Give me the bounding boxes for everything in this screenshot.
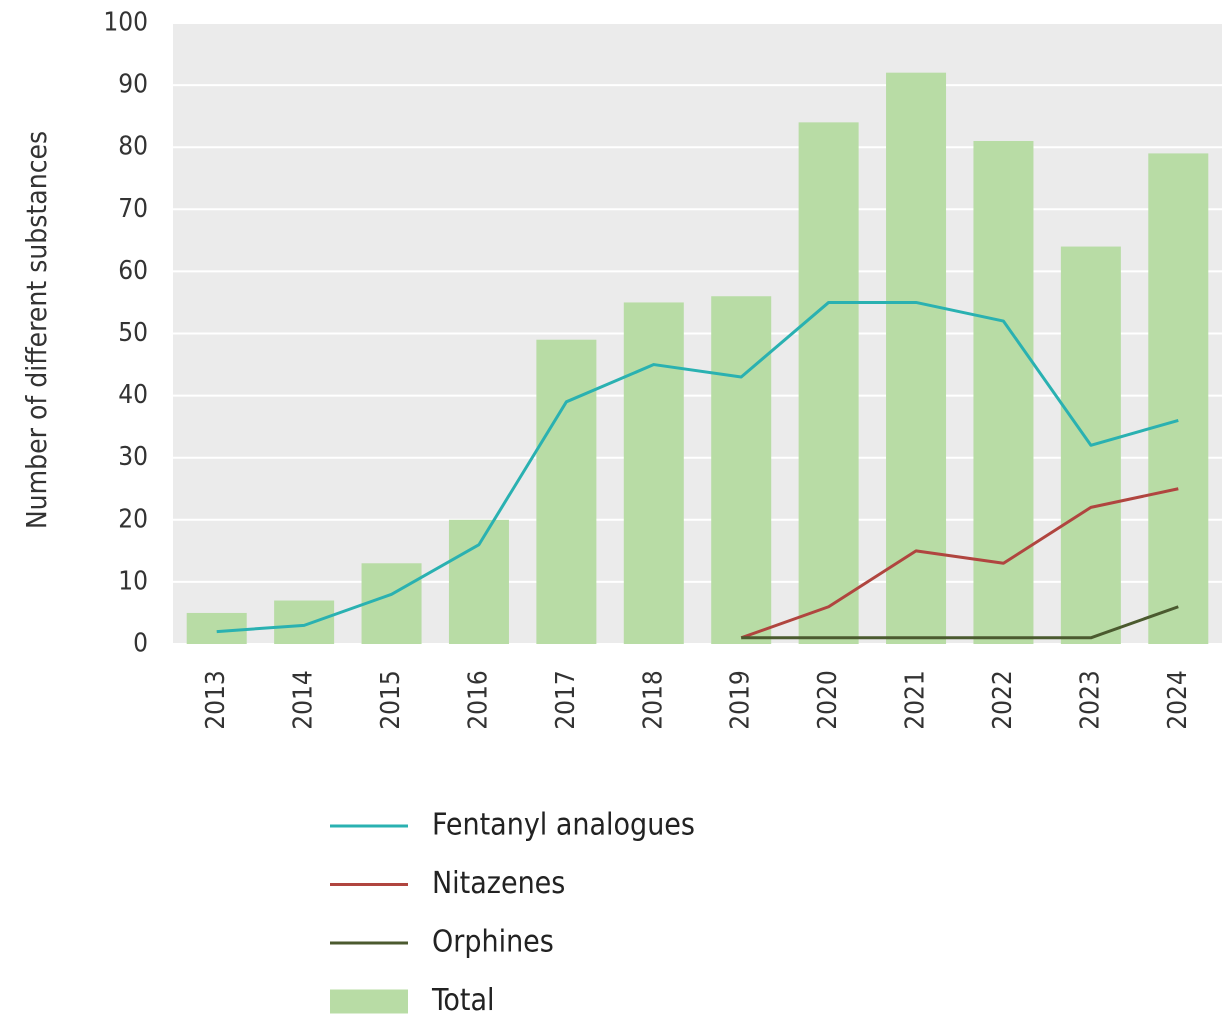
x-tick-label: 2015 [376,670,406,730]
x-tick-label: 2019 [726,670,756,730]
legend-label: Orphines [432,925,554,960]
x-tick-label: 2024 [1163,670,1193,730]
y-tick-label: 90 [118,70,148,100]
bar [711,296,772,644]
bar [274,600,335,644]
bar [886,72,947,645]
x-tick-label: 2021 [901,670,931,730]
line [741,605,1179,640]
y-tick-label: 30 [118,442,148,472]
x-tick-label: 2018 [638,670,668,730]
bar [361,563,422,644]
y-tick-label: 40 [118,380,148,410]
legend-label: Fentanyl analogues [432,808,695,843]
line [216,300,1179,634]
bar [1148,153,1209,644]
bar [536,339,597,644]
y-tick-label: 60 [118,256,148,286]
legend-swatch [330,989,408,1014]
x-tick-label: 2016 [463,670,493,730]
legend-label: Total [431,983,495,1018]
bar [448,519,509,644]
y-tick-label: 0 [133,629,148,659]
x-tick-label: 2014 [289,670,319,730]
y-axis-label: Number of different substances [20,131,53,529]
bar [798,122,859,645]
y-tick-label: 50 [118,318,148,348]
bar [973,140,1034,645]
x-tick-label: 2022 [988,670,1018,730]
x-tick-label: 2020 [813,670,843,730]
y-tick-label: 100 [103,8,148,38]
y-tick-label: 70 [118,194,148,224]
x-tick-label: 2023 [1075,670,1105,730]
x-tick-label: 2017 [551,670,581,730]
y-tick-label: 10 [118,566,148,596]
bar [186,612,247,644]
bar [623,302,684,644]
y-tick-label: 80 [118,132,148,162]
x-tick-label: 2013 [201,670,231,730]
legend-label: Nitazenes [432,866,565,901]
y-tick-label: 20 [118,504,148,534]
line [740,487,1179,640]
